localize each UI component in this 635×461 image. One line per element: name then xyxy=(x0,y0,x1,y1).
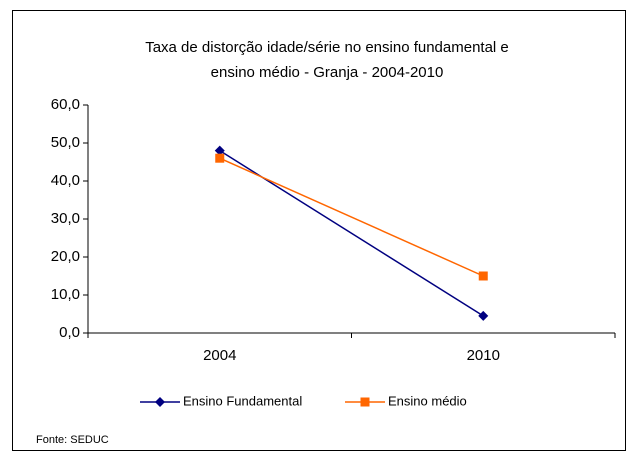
square-marker xyxy=(478,271,488,281)
series-line xyxy=(219,157,484,277)
square-marker xyxy=(360,397,370,407)
x-tick-label: 2004 xyxy=(203,347,236,364)
source-note: Fonte: SEDUC xyxy=(36,434,109,446)
legend-label: Ensino médio xyxy=(388,393,467,408)
y-tick-label: 30,0 xyxy=(51,210,80,227)
x-tick-label: 2010 xyxy=(467,347,500,364)
y-tick-label: 50,0 xyxy=(51,134,80,151)
y-tick-label: 40,0 xyxy=(51,172,80,189)
chart-title: Taxa de distorção idade/série no ensino … xyxy=(145,39,509,56)
y-tick-label: 20,0 xyxy=(51,248,80,265)
y-tick-label: 0,0 xyxy=(59,324,80,341)
diamond-marker xyxy=(214,145,225,156)
y-tick-label: 10,0 xyxy=(51,286,80,303)
square-marker xyxy=(215,153,225,163)
diamond-marker xyxy=(155,397,165,407)
diamond-marker xyxy=(478,310,489,321)
y-tick-label: 60,0 xyxy=(51,96,80,113)
legend-label: Ensino Fundamental xyxy=(183,393,302,408)
chart-border xyxy=(12,10,626,451)
chart-title: ensino médio - Granja - 2004-2010 xyxy=(211,64,444,81)
